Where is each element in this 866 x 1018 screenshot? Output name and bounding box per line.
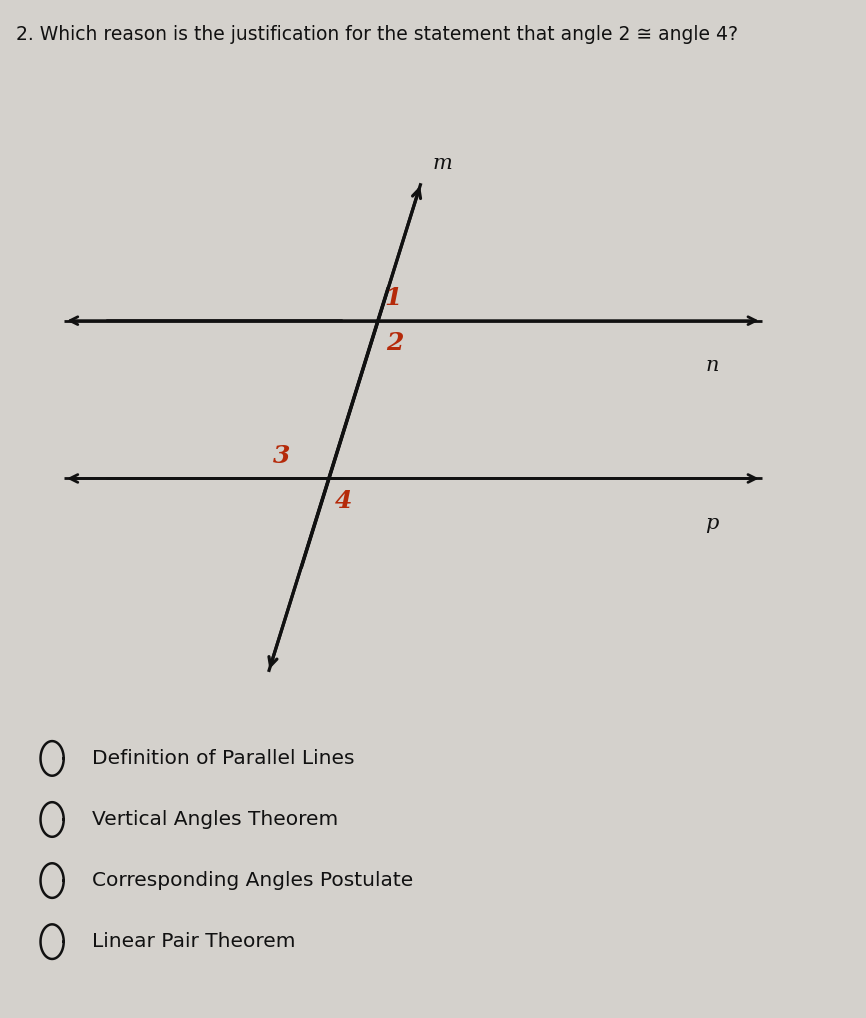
Text: 2: 2 (386, 331, 404, 355)
Text: Vertical Angles Theorem: Vertical Angles Theorem (92, 810, 339, 829)
Text: 3: 3 (273, 444, 290, 468)
Text: n: n (706, 356, 719, 376)
Text: 1: 1 (385, 286, 402, 310)
Text: Corresponding Angles Postulate: Corresponding Angles Postulate (92, 871, 413, 890)
Text: m: m (433, 154, 453, 173)
Text: Definition of Parallel Lines: Definition of Parallel Lines (92, 749, 355, 768)
Text: p: p (706, 514, 719, 533)
Text: 4: 4 (335, 489, 352, 513)
Text: Linear Pair Theorem: Linear Pair Theorem (92, 932, 295, 951)
Text: 2. Which reason is the justification for the statement that angle 2 ≅ angle 4?: 2. Which reason is the justification for… (16, 25, 738, 45)
